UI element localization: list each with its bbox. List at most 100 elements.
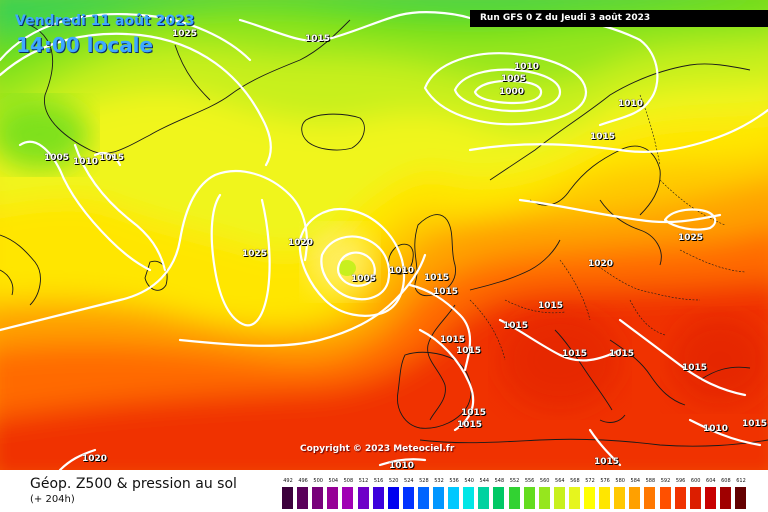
pressure-label: 1005 (351, 274, 377, 284)
legend-swatch (659, 487, 671, 509)
pressure-label: 1015 (456, 346, 482, 356)
color-legend: 492 496 500 504 508 512 516 520 524 528 532 536 540 5… (282, 478, 750, 512)
isobar-1025-high (210, 193, 271, 327)
newfoundland-coast (144, 260, 168, 291)
isobar-1015-med (498, 318, 622, 362)
legend-swatch (478, 487, 490, 509)
legend-value: 516 (373, 478, 384, 484)
isobar-1020-sw (58, 448, 97, 470)
legend-swatch (584, 487, 595, 509)
pressure-label: 1015 (503, 321, 529, 331)
coastlines (0, 19, 768, 447)
legend-value: 500 (313, 478, 323, 484)
valid-time: 14:00 locale (16, 33, 153, 57)
europe-west-coast (427, 239, 561, 421)
legend-value: 536 (449, 478, 459, 484)
pressure-label: 1025 (678, 233, 704, 243)
shade-556 (0, 0, 615, 36)
greenland-coast (29, 19, 351, 154)
legend-value: 568 (570, 478, 580, 484)
isobar-1010-greenland-w (73, 143, 167, 272)
legend-value: 608 (721, 478, 731, 484)
legend-swatch (614, 487, 626, 509)
legend-value: 600 (690, 478, 701, 484)
shade-564 (0, 0, 768, 112)
legend-value: 496 (298, 478, 308, 484)
pressure-label: 1015 (461, 408, 487, 418)
legend-swatch (433, 487, 444, 509)
pressure-label: 1010 (703, 424, 729, 434)
isobar-1015-south (588, 428, 622, 467)
legend-value: 544 (479, 478, 490, 484)
legend-swatch (523, 487, 535, 509)
shade-hot-core (500, 310, 620, 410)
legend-swatch (342, 487, 354, 509)
pressure-label: 1010 (514, 62, 540, 72)
legend-value: 508 (343, 478, 354, 484)
pressure-label: 1015 (594, 457, 620, 467)
isobar-1010-east (688, 418, 762, 447)
legend-value: 528 (419, 478, 429, 484)
isobar-1020-europe (518, 198, 722, 224)
legend-swatch (312, 487, 324, 509)
isobar-1020-west (0, 170, 308, 332)
shade-hot-east (670, 315, 768, 405)
ireland-coast (388, 243, 414, 275)
italy-coast (554, 329, 626, 423)
isobar-1015-west (93, 151, 122, 167)
legend-swatch (599, 487, 611, 509)
legend-swatch (704, 487, 716, 509)
pressure-label: 1015 (562, 349, 588, 359)
legend-value: 548 (494, 478, 505, 484)
pressure-label: 1020 (288, 238, 314, 248)
legend-swatch (387, 487, 399, 509)
legend-value: 612 (736, 478, 746, 484)
legend-swatch (644, 487, 656, 509)
pressure-label: 1015 (682, 363, 708, 373)
legend-value: 552 (509, 478, 520, 484)
run-info: Run GFS 0 Z du Jeudi 3 août 2023 (470, 10, 768, 27)
balkans-coast (609, 339, 751, 406)
pressure-label: 1025 (172, 29, 198, 39)
isobar-1025-east (663, 208, 717, 231)
pressure-label: 1015 (99, 153, 125, 163)
geopotential-shading (0, 0, 768, 470)
mediterranean-south (419, 438, 768, 447)
legend-value: 520 (388, 478, 399, 484)
legend-value: 588 (645, 478, 656, 484)
legend-value: 584 (630, 478, 641, 484)
isobar-1015-europe (408, 283, 472, 372)
legend-value: 504 (328, 478, 339, 484)
labrador-coast (0, 234, 41, 306)
britain-coast (414, 214, 456, 297)
pressure-label: 1005 (44, 153, 70, 163)
legend-value: 564 (555, 478, 565, 484)
legend-swatch (402, 487, 414, 509)
legend-value: 592 (660, 478, 671, 484)
legend-value: 556 (524, 478, 535, 484)
pressure-label: 1015 (424, 273, 450, 283)
legend-value: 580 (615, 478, 625, 484)
pressure-label: 1025 (242, 249, 268, 259)
pressure-label: 1010 (389, 461, 415, 471)
legend-swatch (735, 487, 746, 509)
pressure-label: 1015 (305, 34, 331, 44)
shade-greenland-low (0, 100, 90, 170)
isobar-1015-iberia (418, 328, 475, 432)
iberia-coast (397, 351, 472, 429)
pressure-label: 1015 (440, 335, 466, 345)
z500-pressure-map (0, 0, 768, 470)
pressure-label: 1015 (538, 301, 564, 311)
legend-swatch (417, 487, 429, 509)
chart-title: Géop. Z500 & pression au sol (30, 476, 237, 492)
legend-swatch (463, 487, 475, 509)
isobars (0, 11, 768, 470)
footer: Géop. Z500 & pression au sol (+ 204h) 49… (0, 470, 768, 512)
legend-swatch (282, 487, 293, 509)
legend-value: 492 (283, 478, 293, 484)
isobar-1005-cold (336, 251, 376, 287)
isobar-1005-greenland-w (18, 140, 152, 272)
isobar-1010-cold (320, 235, 391, 301)
pressure-label: 1015 (433, 287, 459, 297)
